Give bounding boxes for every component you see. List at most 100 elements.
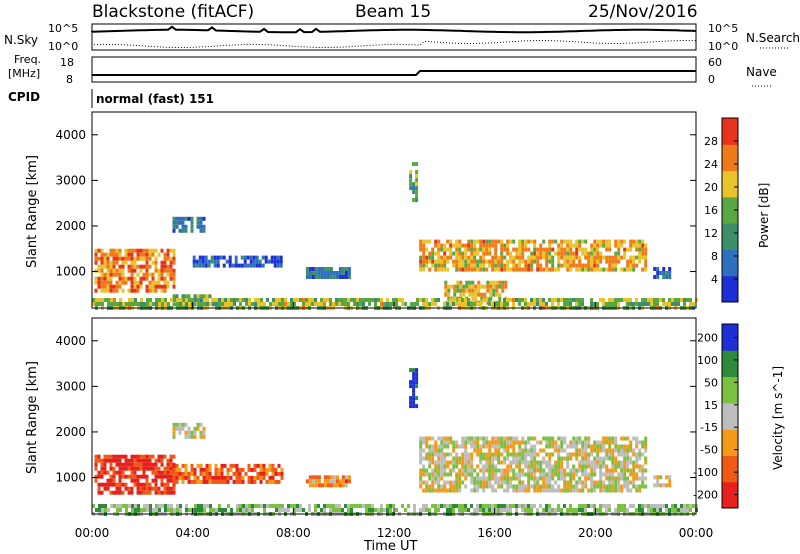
power-cell bbox=[160, 260, 164, 265]
power-cell bbox=[412, 186, 416, 191]
power-cell bbox=[479, 247, 483, 252]
power-cell bbox=[447, 288, 451, 293]
velocity-cell bbox=[488, 440, 492, 445]
velocity-colorbar-swatch bbox=[722, 402, 738, 430]
power-cell bbox=[578, 239, 582, 244]
power-cell bbox=[133, 256, 137, 261]
power-cell bbox=[419, 267, 423, 272]
velocity-cell bbox=[599, 440, 603, 445]
velocity-cell bbox=[412, 368, 416, 373]
power-cell bbox=[488, 302, 491, 306]
power-colorbar-swatch bbox=[722, 118, 738, 145]
power-cell bbox=[172, 256, 176, 261]
velocity-cell bbox=[662, 504, 665, 508]
power-cell bbox=[500, 263, 504, 268]
power-cell bbox=[596, 255, 600, 260]
velocity-cell bbox=[545, 488, 549, 493]
velocity-cell bbox=[145, 478, 149, 483]
power-cell bbox=[415, 198, 419, 203]
power-cell bbox=[198, 255, 202, 260]
velocity-cell bbox=[506, 464, 510, 469]
velocity-cell bbox=[422, 436, 426, 441]
power-colorbar-swatch bbox=[722, 196, 738, 224]
velocity-cell bbox=[479, 484, 483, 489]
power-cell bbox=[127, 288, 131, 293]
power-cell bbox=[614, 251, 618, 256]
velocity-cell bbox=[497, 468, 501, 473]
power-cell bbox=[521, 251, 525, 256]
velocity-cell bbox=[581, 504, 584, 508]
power-cell bbox=[166, 248, 170, 253]
velocity-cell bbox=[530, 448, 534, 453]
power-cell bbox=[635, 243, 639, 248]
velocity-cell bbox=[110, 504, 113, 508]
power-cell bbox=[464, 243, 468, 248]
velocity-cell bbox=[587, 452, 591, 457]
velocity-cell bbox=[548, 476, 552, 481]
velocity-cell bbox=[593, 444, 597, 449]
power-cell bbox=[202, 294, 206, 299]
velocity-cell bbox=[521, 440, 525, 445]
velocity-cell bbox=[124, 454, 128, 459]
velocity-cell bbox=[560, 440, 564, 445]
velocity-cell bbox=[118, 470, 122, 475]
velocity-cell bbox=[533, 456, 537, 461]
velocity-cell bbox=[599, 444, 603, 449]
power-cell bbox=[581, 247, 585, 252]
power-cell bbox=[518, 259, 522, 264]
velocity-cell bbox=[593, 472, 597, 477]
power-cell bbox=[335, 302, 338, 306]
velocity-cell bbox=[623, 476, 627, 481]
velocity-colorbar-label: Velocity [m s^-1] bbox=[771, 366, 785, 470]
power-cell bbox=[103, 272, 107, 277]
power-cell bbox=[178, 220, 182, 225]
velocity-cell bbox=[449, 436, 453, 441]
power-cell bbox=[593, 251, 597, 256]
velocity-cell bbox=[503, 448, 507, 453]
power-cell bbox=[671, 302, 674, 306]
velocity-cell bbox=[548, 456, 552, 461]
power-cell bbox=[467, 302, 470, 306]
power-cell bbox=[133, 268, 137, 273]
velocity-cell bbox=[415, 404, 419, 409]
power-cell bbox=[145, 248, 149, 253]
power-cell bbox=[160, 248, 164, 253]
velocity-cell bbox=[539, 484, 543, 489]
velocity-cell bbox=[533, 448, 537, 453]
power-cell bbox=[560, 247, 564, 252]
power-cell bbox=[458, 243, 462, 248]
power-cell bbox=[458, 298, 461, 302]
power-cell bbox=[311, 275, 315, 279]
velocity-cell bbox=[202, 430, 206, 435]
velocity-cell bbox=[220, 471, 224, 476]
velocity-cell bbox=[160, 462, 164, 467]
velocity-cell bbox=[422, 440, 426, 445]
velocity-cell bbox=[497, 436, 501, 441]
velocity-cell bbox=[151, 454, 155, 459]
power-cell bbox=[557, 259, 561, 264]
power-cell bbox=[98, 298, 101, 302]
velocity-cell bbox=[259, 463, 263, 468]
velocity-cell bbox=[614, 484, 618, 489]
velocity-cell bbox=[170, 508, 173, 512]
velocity-cell bbox=[548, 464, 552, 469]
velocity-cell bbox=[199, 479, 203, 484]
velocity-cell bbox=[533, 444, 537, 449]
power-cell bbox=[109, 272, 113, 277]
power-cell bbox=[620, 267, 624, 272]
velocity-ytick-label: 3000 bbox=[55, 379, 86, 393]
power-cell bbox=[314, 267, 318, 271]
power-cell bbox=[477, 292, 481, 297]
power-cell bbox=[127, 276, 131, 281]
velocity-cell bbox=[214, 479, 218, 484]
velocity-cell bbox=[506, 456, 510, 461]
power-cell bbox=[503, 243, 507, 248]
velocity-cell bbox=[412, 400, 416, 405]
velocity-cell bbox=[437, 484, 441, 489]
velocity-cell bbox=[518, 480, 522, 485]
power-cell bbox=[593, 255, 597, 260]
power-cell bbox=[115, 268, 119, 273]
velocity-cell bbox=[178, 426, 182, 431]
power-cell bbox=[471, 292, 475, 297]
power-cell bbox=[494, 243, 498, 248]
